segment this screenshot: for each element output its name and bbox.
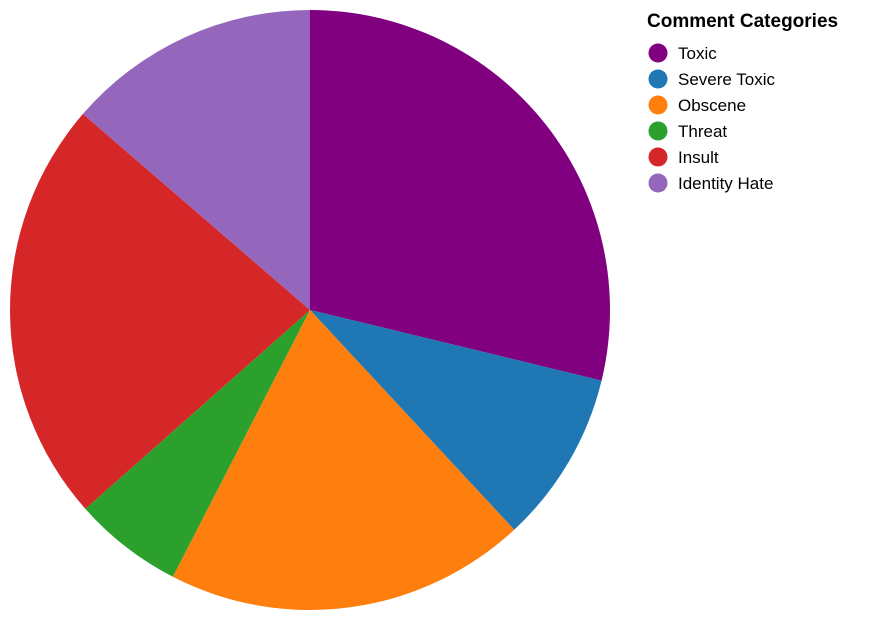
pie-slice-toxic bbox=[310, 10, 610, 381]
pie-slice-identity-hate bbox=[82, 9, 310, 310]
legend-swatch-identity-hate bbox=[648, 173, 668, 193]
legend-label-obscene: Obscene bbox=[678, 96, 746, 115]
legend-swatch-severe-toxic bbox=[648, 69, 668, 89]
pie-slice-insult bbox=[9, 113, 310, 509]
legend-label-threat: Threat bbox=[678, 122, 727, 141]
pie-slice-threat bbox=[85, 310, 310, 577]
legend-item-obscene: Obscene bbox=[648, 95, 746, 115]
legend-item-insult: Insult bbox=[648, 147, 719, 167]
legend: Comment Categories Toxic Severe Toxic Obsc… bbox=[647, 11, 838, 193]
legend-swatch-insult bbox=[648, 147, 668, 167]
legend-label-severe-toxic: Severe Toxic bbox=[678, 70, 776, 89]
legend-swatch-obscene bbox=[648, 95, 668, 115]
legend-item-toxic: Toxic bbox=[648, 43, 717, 63]
legend-swatch-threat bbox=[648, 121, 668, 141]
legend-swatch-toxic bbox=[648, 43, 668, 63]
legend-label-identity-hate: Identity Hate bbox=[678, 174, 773, 193]
legend-label-toxic: Toxic bbox=[678, 44, 717, 63]
pie-slice-obscene bbox=[172, 310, 515, 610]
legend-items: Toxic Severe Toxic Obscene Threat Insult Iden… bbox=[648, 43, 776, 193]
legend-title: Comment Categories bbox=[647, 11, 838, 32]
legend-item-threat: Threat bbox=[648, 121, 727, 141]
pie-slice-severe-toxic bbox=[310, 310, 602, 530]
pie-slices bbox=[9, 9, 610, 610]
legend-item-identity-hate: Identity Hate bbox=[648, 173, 773, 193]
legend-label-insult: Insult bbox=[678, 148, 719, 167]
legend-item-severe-toxic: Severe Toxic bbox=[648, 69, 776, 89]
